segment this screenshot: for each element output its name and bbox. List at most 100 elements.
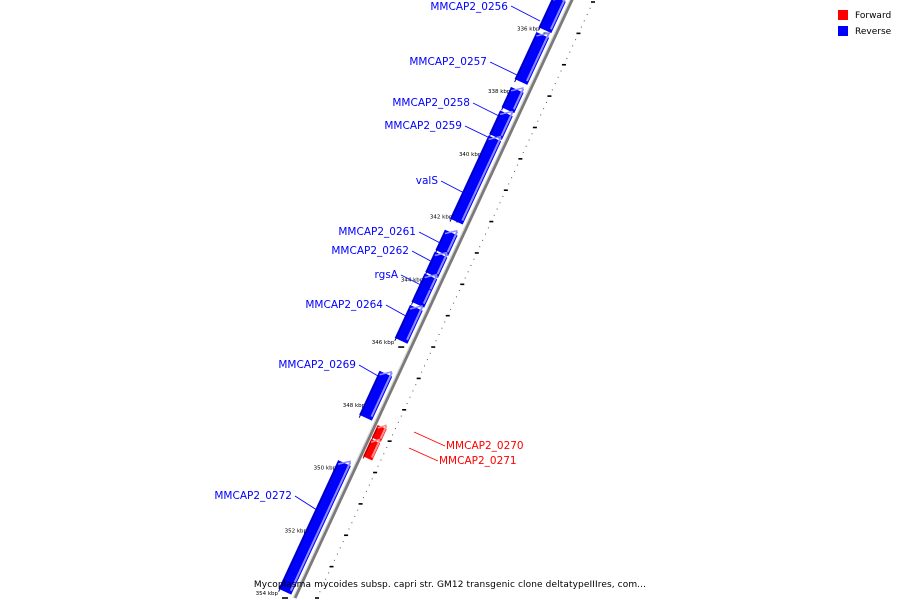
gene-label: MMCAP2_0269 [278, 359, 356, 371]
ruler-minor-tick [392, 434, 394, 436]
ruler-minor-tick [409, 396, 411, 398]
ruler-minor-tick [473, 258, 475, 260]
gene-highlight [436, 253, 448, 275]
ruler-minor-tick [514, 170, 516, 172]
gene-highlight [289, 461, 352, 592]
gene-label: MMCAP2_0272 [214, 490, 292, 502]
ruler-minor-tick [406, 403, 408, 405]
gene-cap [424, 273, 438, 279]
ruler-minor-tick [441, 327, 443, 329]
ruler-minor-tick [458, 290, 460, 292]
gene-valS[interactable]: valS [416, 135, 502, 225]
ruler-minor-tick [421, 371, 423, 373]
backbone-shadow [293, 0, 574, 599]
gene-leader-line [418, 231, 447, 247]
gene-leader-line [489, 61, 518, 76]
gene-label: rgsA [375, 269, 399, 281]
scale-tick-label: 348 kbp [343, 403, 366, 409]
ruler-minor-tick [339, 547, 341, 549]
legend-forward-swatch [838, 10, 848, 20]
gene-leader-line [440, 180, 469, 196]
gene-edge [358, 373, 381, 418]
scale-tick-label: 350 kbp [314, 466, 337, 472]
ruler-minor-tick [569, 51, 571, 53]
ruler-minor-tick [438, 334, 440, 336]
gene-edge [424, 254, 436, 276]
ruler-minor-tick [499, 202, 501, 204]
ruler-minor-tick [557, 76, 559, 78]
gene-edge [411, 276, 426, 305]
gene-MMCAP2_0257[interactable]: MMCAP2_0257 [409, 31, 550, 85]
backbone-line [292, 0, 571, 599]
ruler-minor-tick [560, 70, 562, 72]
ruler-minor-tick [531, 133, 533, 135]
scale-tick-label: 352 kbp [285, 528, 308, 534]
ruler-minor-tick [453, 302, 455, 304]
gene-MMCAP2_0270[interactable]: MMCAP2_0270 [371, 424, 524, 452]
gene-MMCAP2_0261[interactable]: MMCAP2_0261 [338, 226, 459, 256]
gene-label: MMCAP2_0270 [446, 440, 524, 452]
gene-body [278, 460, 351, 595]
ruler-minor-tick [412, 390, 414, 392]
gene-leader-line [510, 5, 541, 22]
ruler-minor-tick [528, 139, 530, 141]
ruler-minor-tick [511, 177, 513, 179]
gene-highlight [461, 137, 502, 221]
ruler-minor-tick [348, 528, 350, 530]
ruler-minor-tick [383, 453, 385, 455]
gene-rgsA[interactable]: rgsA [375, 269, 438, 308]
gene-label: MMCAP2_0271 [439, 455, 517, 467]
ruler-minor-tick [377, 465, 379, 467]
ruler-minor-tick [467, 271, 469, 273]
gene-cap [499, 110, 513, 116]
gene-body [425, 251, 448, 278]
gene-MMCAP2_0271[interactable]: MMCAP2_0271 [362, 438, 517, 467]
gene-MMCAP2_0262[interactable]: MMCAP2_0262 [331, 245, 448, 278]
gene-cap [409, 305, 423, 310]
gene-edge [362, 440, 372, 459]
gene-highlight [549, 0, 566, 30]
gene-MMCAP2_0256[interactable]: MMCAP2_0256 [430, 0, 566, 34]
ruler-minor-tick [444, 321, 446, 323]
gene-highlight [406, 306, 424, 341]
gene-leader-line [358, 364, 386, 381]
ruler-minor-tick [479, 246, 481, 248]
gene-body [359, 370, 393, 421]
gene-edge [514, 34, 537, 83]
ruler-minor-tick [435, 340, 437, 342]
ruler-minor-tick [482, 239, 484, 241]
ruler-minor-tick [580, 26, 582, 28]
gene-leader-line [400, 274, 432, 291]
legend-forward-label: Forward [855, 11, 891, 21]
gene-cap [510, 87, 524, 92]
ruler-minor-tick [572, 45, 574, 47]
gene-label: MMCAP2_0258 [392, 97, 470, 109]
gene-cap [434, 251, 448, 257]
ruler-minor-tick [426, 359, 428, 361]
legend-reverse-label: Reverse [855, 27, 892, 37]
gene-MMCAP2_0258[interactable]: MMCAP2_0258 [392, 86, 525, 118]
gene-MMCAP2_0269[interactable]: MMCAP2_0269 [278, 359, 393, 421]
scale-tick-label: 346 kbp [372, 340, 395, 346]
gene-MMCAP2_0272[interactable]: MMCAP2_0272 [214, 460, 352, 595]
ruler-minor-tick [551, 89, 553, 91]
gene-MMCAP2_0264[interactable]: MMCAP2_0264 [305, 299, 424, 344]
scale-tick-label: 336 kbp [517, 26, 540, 32]
ruler-minor-tick [522, 152, 524, 154]
scale-tick-label: 354 kbp [256, 591, 279, 597]
gene-highlight [446, 231, 459, 253]
gene-label: MMCAP2_0257 [409, 56, 487, 68]
ruler-minor-tick [380, 459, 382, 461]
gene-body [514, 31, 550, 85]
gene-MMCAP2_0259[interactable]: MMCAP2_0259 [384, 110, 514, 140]
ruler-minor-tick [328, 572, 330, 574]
ruler-minor-tick [543, 108, 545, 110]
gene-highlight [526, 33, 550, 82]
ruler-minor-tick [333, 559, 335, 561]
ruler-minor-tick [502, 195, 504, 197]
gene-leader-line [408, 447, 439, 462]
gene-cap [536, 32, 550, 37]
gene-body [411, 273, 438, 308]
gene-highlight [379, 425, 388, 440]
